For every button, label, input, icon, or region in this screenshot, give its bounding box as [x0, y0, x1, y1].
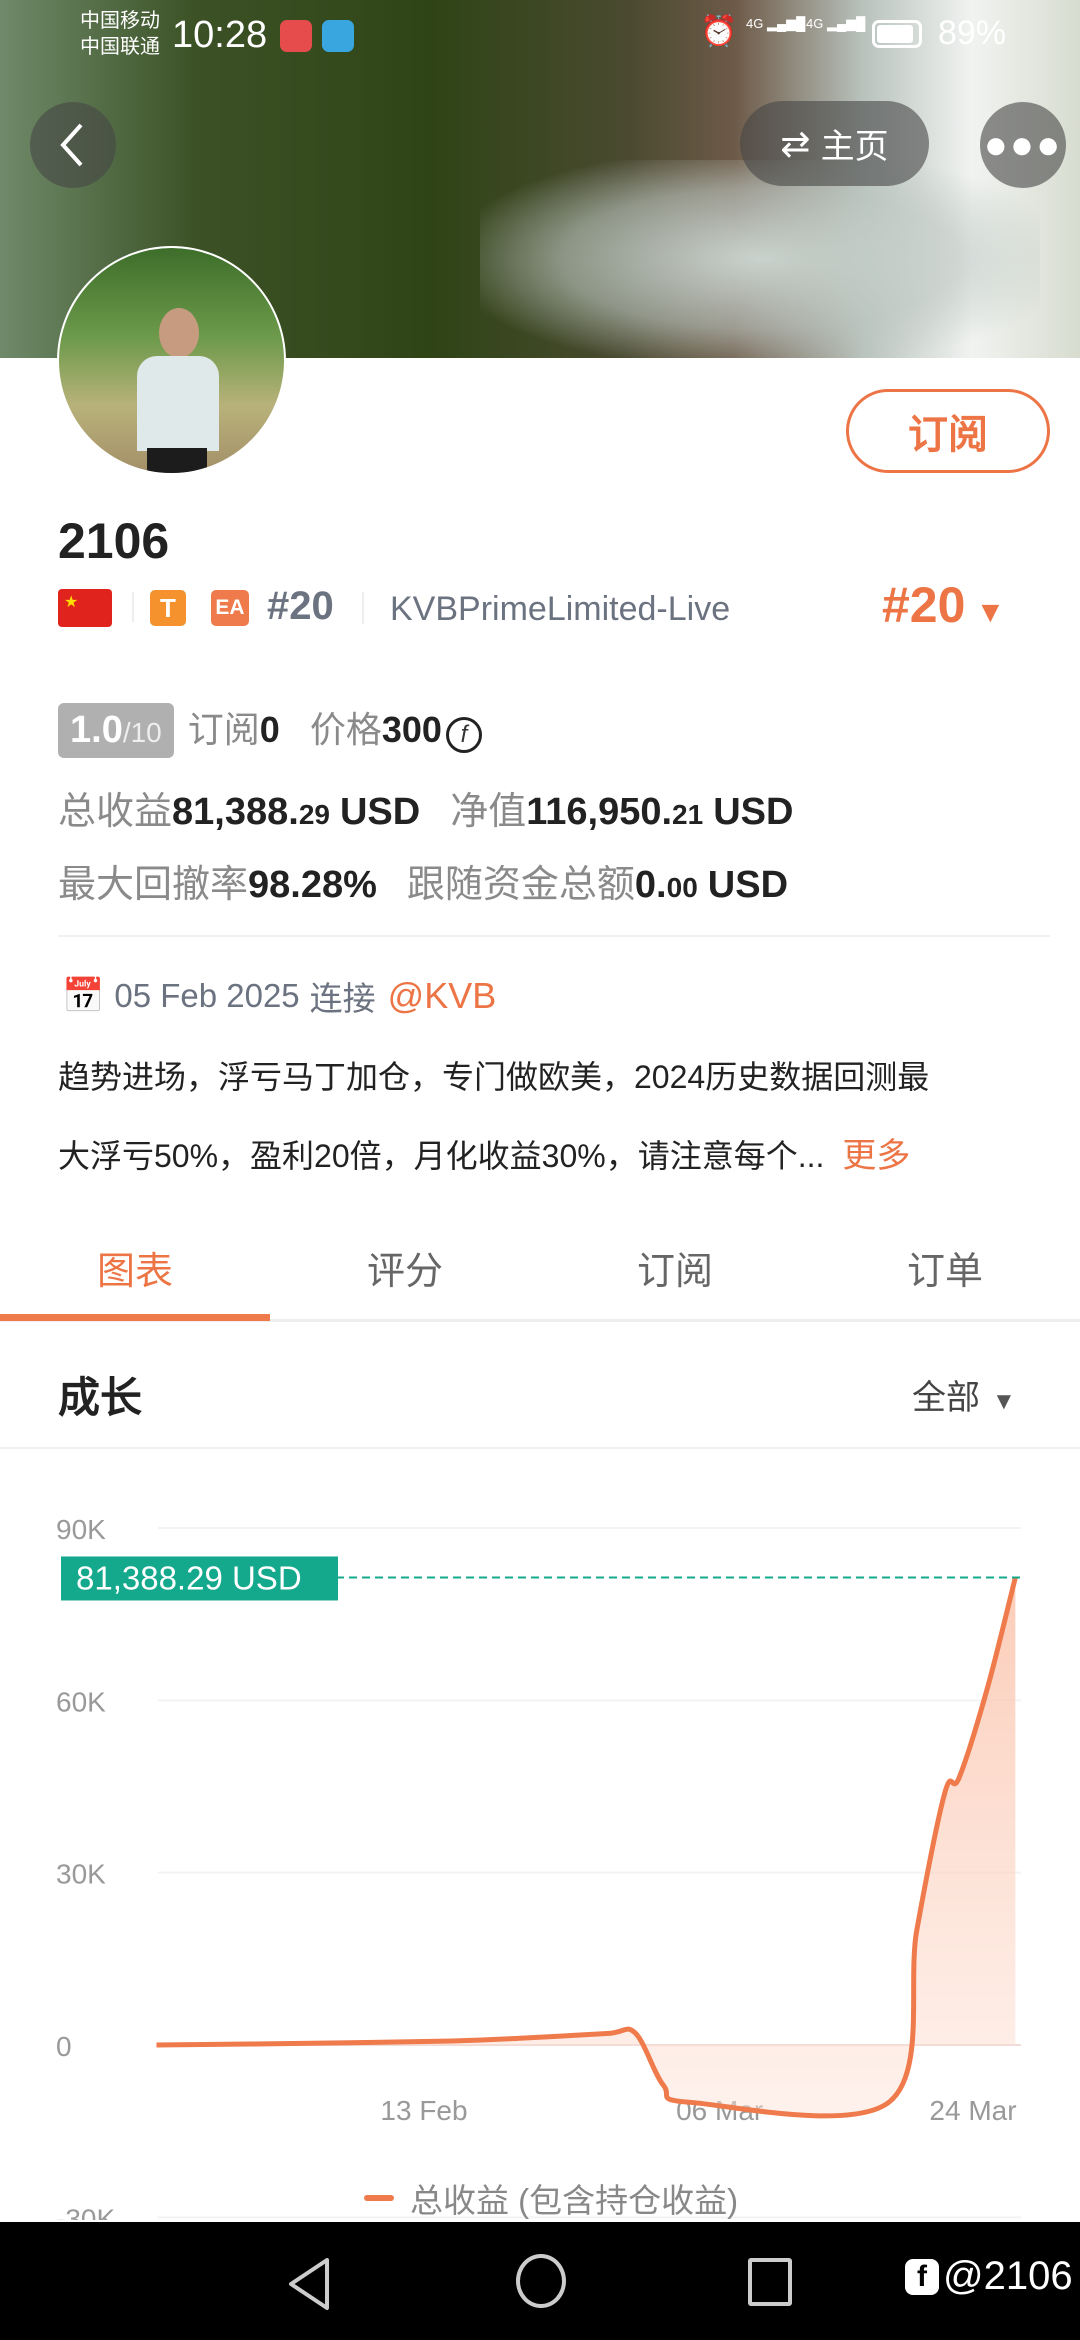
- carrier-info: 中国移动 中国联通: [80, 8, 160, 60]
- rank-label: #20: [267, 584, 334, 628]
- rank-dropdown[interactable]: #20 ▼: [882, 576, 1005, 634]
- subscribe-count: 0: [259, 709, 280, 750]
- y-tick-label: -30K: [56, 2203, 115, 2220]
- watermark-text: @2106: [943, 2254, 1073, 2298]
- y-tick-label: 0: [56, 2031, 72, 2062]
- badge-ea: EA: [211, 590, 249, 626]
- price-label: 价格: [309, 709, 382, 750]
- total-profit-unit: USD: [339, 791, 421, 833]
- china-flag-icon: ★: [58, 589, 112, 627]
- more-button[interactable]: ●●●: [980, 102, 1066, 188]
- max-drawdown-label: 最大回撤率: [58, 864, 249, 906]
- total-profit-decimals: 29: [298, 799, 330, 830]
- follow-funds-label: 跟随资金总额: [406, 864, 635, 906]
- y-tick-label: 90K: [56, 1514, 106, 1545]
- section-title: 成长: [58, 1374, 143, 1421]
- x-tick-label: 24 Mar: [929, 2095, 1016, 2126]
- equity-decimals: 21: [672, 799, 704, 830]
- divider: [132, 592, 134, 622]
- subscribe-count-label: 订阅: [187, 709, 260, 750]
- divider: [0, 1447, 1080, 1449]
- notification-app-icon: [322, 20, 354, 52]
- connect-label: 连接: [309, 980, 376, 1017]
- watermark: f @2106: [905, 2254, 1073, 2299]
- divider: [362, 592, 364, 624]
- battery-percent: 89%: [938, 14, 1007, 52]
- connect-row: 📅 05 Feb 2025 连接 @KVB: [62, 972, 496, 1020]
- x-tick-label: 13 Feb: [380, 2095, 467, 2126]
- total-profit-value: 81,388.: [172, 791, 299, 833]
- legend-label: 总收益 (包含持仓收益): [410, 2182, 739, 2219]
- nav-recents-icon[interactable]: [748, 2258, 792, 2306]
- price-value: 300: [381, 709, 442, 750]
- tabs-border: [0, 1319, 1080, 1322]
- app-logo-icon: f: [905, 2258, 939, 2295]
- active-tab-indicator: [0, 1314, 270, 1321]
- divider: [58, 935, 1050, 937]
- swap-icon: ⇄: [780, 122, 811, 164]
- connect-date: 05 Feb 2025: [114, 977, 300, 1014]
- signal-icon-1: 4G ▂▄▆█: [746, 16, 806, 31]
- huawei-app-icon: [280, 20, 312, 52]
- alarm-icon: ⏰: [700, 15, 738, 48]
- home-button[interactable]: ⇄ 主页: [740, 101, 929, 186]
- total-profit-label: 总收益: [58, 791, 173, 833]
- stats-row-2: 总收益 81,388. 29 USD 净值 116,950. 21 USD: [58, 780, 793, 835]
- home-label: 主页: [820, 128, 889, 166]
- follow-funds-decimals: 00: [666, 872, 698, 903]
- rating-badge: 1.0/10: [58, 703, 174, 758]
- carrier-2: 中国联通: [80, 36, 160, 58]
- description-line-2: 大浮亏50%，盈利20倍，月化收益30%，请注意每个... 更多: [58, 1128, 910, 1177]
- follow-funds-unit: USD: [707, 864, 789, 906]
- series-line: [156, 1576, 1018, 2119]
- broker-link[interactable]: @KVB: [387, 975, 497, 1016]
- trader-name: 2106: [58, 513, 170, 569]
- current-value-label: 81,388.29 USD: [76, 1559, 302, 1596]
- follow-funds-value: 0.: [634, 864, 667, 906]
- description-text: 大浮亏50%，盈利20倍，月化收益30%，请注意每个...: [58, 1138, 825, 1174]
- back-button[interactable]: [30, 102, 116, 188]
- y-tick-label: 30K: [56, 1859, 106, 1890]
- range-filter-dropdown[interactable]: 全部 ▼: [912, 1370, 1016, 1419]
- rank-value: #20: [882, 577, 966, 633]
- nav-back-icon[interactable]: [285, 2256, 335, 2312]
- current-value-badge: [61, 1556, 338, 1601]
- y-tick-label: 60K: [56, 1686, 106, 1717]
- back-arrow-icon: [60, 123, 83, 167]
- tab-rating[interactable]: 评分: [366, 1251, 443, 1293]
- stats-row-3: 最大回撤率 98.28% 跟随资金总额 0. 00 USD: [58, 853, 788, 908]
- battery-icon: [872, 20, 922, 48]
- coin-icon: f: [445, 717, 482, 753]
- description-line-1: 趋势进场，浮亏马丁加仓，专门做欧美，2024历史数据回测最: [58, 1059, 930, 1095]
- more-icon: ●●●: [983, 123, 1063, 167]
- caret-down-icon: ▼: [975, 596, 1006, 629]
- subscribe-button[interactable]: 订阅: [846, 389, 1050, 473]
- nav-home-icon[interactable]: [516, 2254, 566, 2308]
- clock: 10:28: [172, 14, 268, 56]
- signal-icon-2: 4G ▂▄▆█: [806, 16, 866, 31]
- equity-label: 净值: [450, 791, 527, 833]
- calendar-icon: 📅: [62, 977, 105, 1015]
- tab-subscribe[interactable]: 订阅: [636, 1251, 713, 1293]
- equity-unit: USD: [713, 791, 794, 833]
- more-link[interactable]: 更多: [842, 1137, 911, 1175]
- stats-row-1: 1.0/10 订阅 0 价格 300 f: [58, 701, 482, 758]
- navigation-bar: f @2106: [0, 2222, 1080, 2340]
- range-filter-value: 全部: [912, 1379, 980, 1417]
- chart-legend: 总收益 (包含持仓收益): [364, 2174, 738, 2222]
- tab-orders[interactable]: 订单: [906, 1251, 983, 1293]
- equity-value: 116,950.: [526, 791, 673, 833]
- broker-name: KVBPrimeLimited-Live: [390, 590, 731, 628]
- max-drawdown-value: 98.28%: [248, 864, 377, 906]
- legend-swatch: [364, 2195, 394, 2201]
- carrier-1: 中国移动: [80, 10, 160, 32]
- badge-t: T: [150, 590, 186, 626]
- avatar[interactable]: [57, 246, 286, 475]
- caret-down-icon: ▼: [992, 1388, 1016, 1415]
- tab-chart[interactable]: 图表: [96, 1251, 173, 1293]
